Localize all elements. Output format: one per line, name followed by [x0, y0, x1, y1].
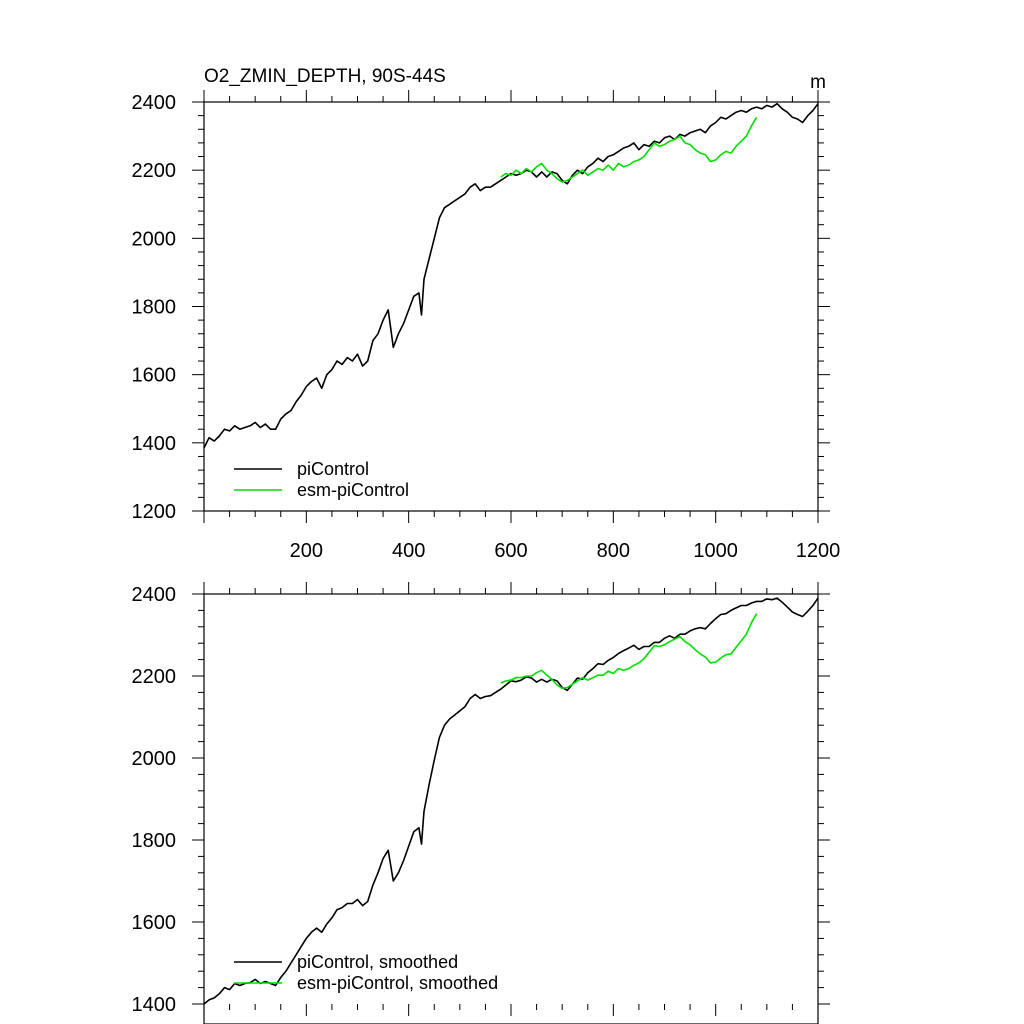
top-y-tick-label: 2200: [132, 160, 177, 182]
top-y-tick-label: 2000: [132, 228, 177, 250]
bottom-axes: 1400 1600 1800 2000 2200 2400: [132, 582, 830, 1016]
bottom-y-tick-label: 1800: [132, 830, 177, 852]
bottom-series-line-0: [203, 597, 819, 1005]
top-axes: 1200 1400 1600 1800 2000 2200 2400 200 400 600 800…: [132, 90, 841, 562]
top-x-tick-label: 800: [597, 540, 630, 562]
units-label: m: [810, 72, 826, 93]
bottom-series-lines: [203, 597, 819, 1005]
legend-label-picontrol-smoothed: piControl, smoothed: [297, 952, 458, 972]
top-y-tick-label: 1800: [132, 297, 177, 319]
top-series-line-1: [500, 116, 758, 183]
legend-label-esm-picontrol: esm-piControl: [297, 480, 409, 500]
top-plot-frame: [203, 101, 819, 512]
top-y-tick-label: 1600: [132, 365, 177, 387]
top-x-tick-label: 1000: [693, 540, 738, 562]
bottom-y-tick-label: 2200: [132, 666, 177, 688]
top-x-tick-label: 600: [494, 540, 527, 562]
top-x-tick-label: 400: [392, 540, 425, 562]
top-x-tick-label: 200: [290, 540, 323, 562]
top-y-tick-label: 1400: [132, 433, 177, 455]
top-x-tick-label: 1200: [796, 540, 841, 562]
bottom-panel: 1400 1600 1800 2000 2200 2400 piControl, smoo…: [132, 582, 830, 1024]
top-series-lines: [203, 102, 819, 449]
top-legend: piControl esm-piControl: [234, 459, 409, 500]
legend-label-picontrol: piControl: [297, 459, 369, 479]
top-series-line-0: [203, 102, 819, 449]
bottom-y-tick-label: 2400: [132, 584, 177, 606]
top-y-tick-label: 1200: [132, 501, 177, 523]
top-y-tick-label: 2400: [132, 92, 177, 114]
chart-title: O2_ZMIN_DEPTH, 90S-44S: [204, 66, 446, 87]
legend-label-esm-picontrol-smoothed: esm-piControl, smoothed: [297, 973, 498, 993]
bottom-y-tick-label: 2000: [132, 748, 177, 770]
bottom-series-line-1: [500, 613, 758, 690]
bottom-plot-frame: [203, 593, 819, 1024]
bottom-y-tick-label: 1600: [132, 912, 177, 934]
bottom-y-tick-label: 1400: [132, 994, 177, 1016]
top-panel: O2_ZMIN_DEPTH, 90S-44S m 1200 1400 1600 180…: [132, 66, 841, 562]
bottom-legend: piControl, smoothed esm-piControl, smoot…: [234, 952, 498, 993]
